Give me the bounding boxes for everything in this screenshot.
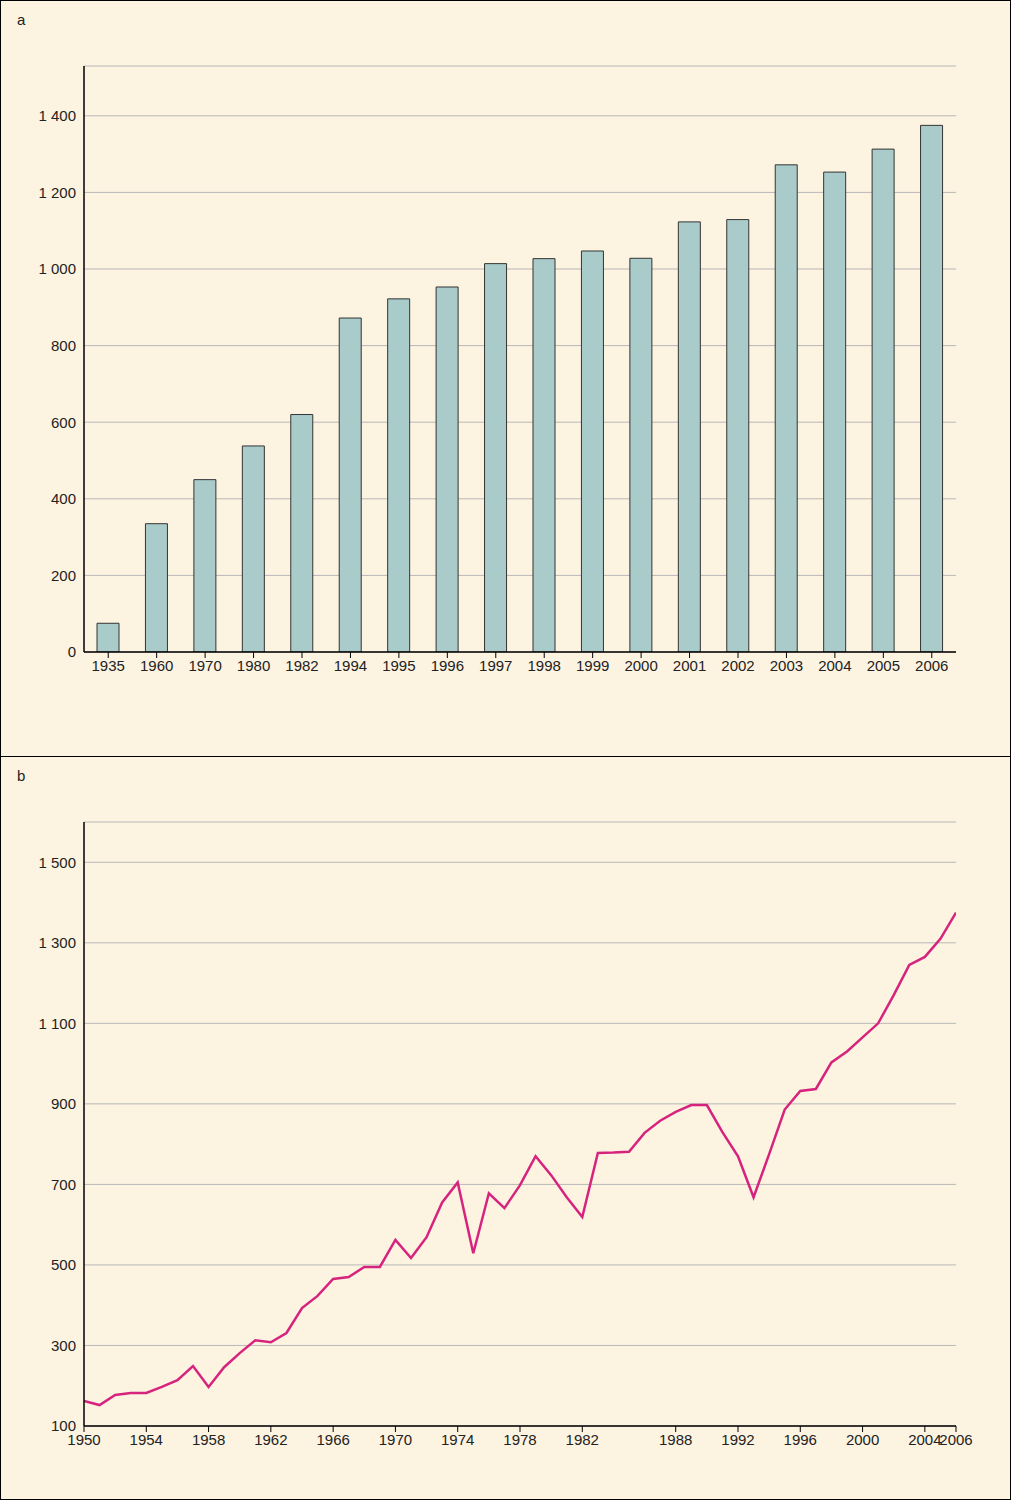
svg-text:1998: 1998 xyxy=(528,657,561,674)
html-text:a: a xyxy=(17,11,26,28)
svg-text:1995: 1995 xyxy=(382,657,415,674)
svg-text:2006: 2006 xyxy=(915,657,948,674)
svg-text:1958: 1958 xyxy=(192,1431,225,1448)
svg-text:1 300: 1 300 xyxy=(38,934,76,951)
svg-text:1978: 1978 xyxy=(503,1431,536,1448)
svg-text:300: 300 xyxy=(51,1337,76,1354)
svg-text:1950: 1950 xyxy=(67,1430,101,1448)
svg-text:1970: 1970 xyxy=(379,1431,412,1448)
svg-text:2000: 2000 xyxy=(624,657,657,674)
svg-text:400: 400 xyxy=(51,490,76,507)
svg-text:1997: 1997 xyxy=(479,657,512,674)
svg-text:1960: 1960 xyxy=(140,657,173,674)
svg-text:700: 700 xyxy=(51,1176,76,1193)
svg-text:1 000: 1 000 xyxy=(38,260,76,277)
svg-text:2004: 2004 xyxy=(908,1431,941,1448)
svg-text:1954: 1954 xyxy=(130,1431,163,1448)
svg-text:1988: 1988 xyxy=(659,1431,692,1448)
svg-text:1 500: 1 500 xyxy=(38,854,76,871)
svg-text:2000: 2000 xyxy=(846,1431,879,1448)
svg-text:1 200: 1 200 xyxy=(38,184,76,201)
svg-text:500: 500 xyxy=(51,1256,76,1273)
svg-text:1982: 1982 xyxy=(285,657,318,674)
svg-text:100: 100 xyxy=(51,1417,76,1434)
svg-text:1966: 1966 xyxy=(316,1431,349,1448)
svg-text:2002: 2002 xyxy=(721,657,754,674)
svg-text:2004: 2004 xyxy=(818,657,851,674)
svg-text:1996: 1996 xyxy=(784,1431,817,1448)
svg-text:2005: 2005 xyxy=(867,657,900,674)
svg-text:1974: 1974 xyxy=(441,1431,474,1448)
svg-text:1 100: 1 100 xyxy=(38,1015,76,1032)
svg-text:1992: 1992 xyxy=(721,1431,754,1448)
svg-text:0: 0 xyxy=(68,643,76,660)
svg-text:900: 900 xyxy=(51,1095,76,1112)
svg-text:1970: 1970 xyxy=(188,657,221,674)
svg-text:1962: 1962 xyxy=(254,1431,287,1448)
svg-text:1982: 1982 xyxy=(566,1431,599,1448)
svg-text:600: 600 xyxy=(51,414,76,431)
svg-text:2006: 2006 xyxy=(939,1431,972,1448)
svg-text:2001: 2001 xyxy=(673,657,706,674)
svg-text:200: 200 xyxy=(51,567,76,584)
svg-text:2003: 2003 xyxy=(770,657,803,674)
svg-text:1 400: 1 400 xyxy=(38,107,76,124)
svg-text:1999: 1999 xyxy=(576,657,609,674)
svg-text:1980: 1980 xyxy=(237,657,270,674)
svg-text:1994: 1994 xyxy=(334,657,367,674)
html-text:b: b xyxy=(17,767,26,784)
svg-text:1996: 1996 xyxy=(431,657,464,674)
svg-text:800: 800 xyxy=(51,337,76,354)
svg-text:1935: 1935 xyxy=(92,657,125,674)
